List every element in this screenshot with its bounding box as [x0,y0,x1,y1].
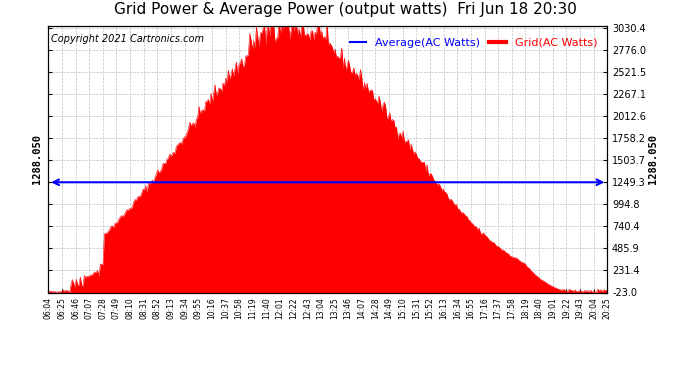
Y-axis label: 1288.050: 1288.050 [648,134,658,184]
Y-axis label: 1288.050: 1288.050 [32,134,42,184]
Text: Grid Power & Average Power (output watts)  Fri Jun 18 20:30: Grid Power & Average Power (output watts… [114,2,576,17]
Legend: Average(AC Watts), Grid(AC Watts): Average(AC Watts), Grid(AC Watts) [345,33,602,52]
Text: Copyright 2021 Cartronics.com: Copyright 2021 Cartronics.com [51,34,204,44]
